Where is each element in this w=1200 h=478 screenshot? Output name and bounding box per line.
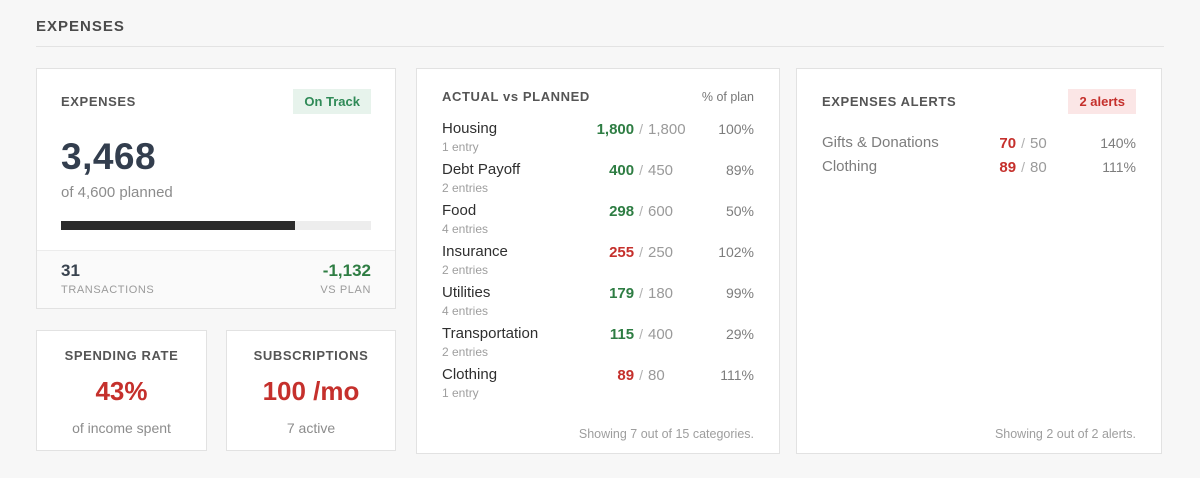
spending-rate-title: SPENDING RATE xyxy=(64,348,179,363)
subscriptions-title: SUBSCRIPTIONS xyxy=(253,348,369,363)
percent-of-plan: 100% xyxy=(718,121,754,137)
transactions-value: 31 xyxy=(61,261,80,280)
actual-value: 400 xyxy=(609,162,635,179)
percent-of-plan: 102% xyxy=(718,244,754,260)
subscriptions-subtitle: 7 active xyxy=(286,420,336,436)
category-name: Debt Payoff xyxy=(442,161,521,178)
actual-value: 255 xyxy=(609,244,635,261)
value-separator: / xyxy=(639,121,643,137)
expenses-planned-subtitle: of 4,600 planned xyxy=(61,184,173,201)
category-list: Housing 1 entry 1,800 / 1,800 100% Debt … xyxy=(442,120,754,407)
category-entries: 2 entries xyxy=(442,345,489,359)
page-header: EXPENSES xyxy=(36,18,1164,47)
spending-rate-value: 43% xyxy=(95,376,148,406)
expenses-alerts-card: EXPENSES ALERTS 2 alerts Gifts & Donatio… xyxy=(796,68,1162,454)
planned-value: 180 xyxy=(648,285,674,302)
spending-rate-subtitle: of income spent xyxy=(72,420,171,436)
value-separator: / xyxy=(639,285,643,301)
expenses-progress-fill xyxy=(61,221,295,230)
transactions-label: TRANSACTIONS xyxy=(61,284,155,296)
value-separator: / xyxy=(639,244,643,260)
actual-value: 89 xyxy=(617,367,635,384)
category-row-food: Food 4 entries 298 / 600 50% xyxy=(442,202,754,236)
percent-of-plan: 29% xyxy=(725,326,754,342)
alerts-count-badge: 2 alerts xyxy=(1068,89,1136,114)
category-entries: 1 entry xyxy=(442,140,479,154)
category-entries: 4 entries xyxy=(442,222,489,236)
vs-plan-value: -1,132 xyxy=(322,261,371,280)
category-name: Food xyxy=(442,202,477,219)
category-name: Clothing xyxy=(442,366,498,383)
category-row-housing: Housing 1 entry 1,800 / 1,800 100% xyxy=(442,120,754,154)
vs-plan-stat: -1,132 VS PLAN xyxy=(320,261,371,296)
planned-value: 400 xyxy=(648,326,674,343)
category-row-utilities: Utilities 4 entries 179 / 180 99% xyxy=(442,284,754,318)
category-entries: 2 entries xyxy=(442,263,489,277)
category-row-transportation: Transportation 2 entries 115 / 400 29% xyxy=(442,325,754,359)
transactions-stat: 31 TRANSACTIONS xyxy=(61,261,154,296)
category-row-insurance: Insurance 2 entries 255 / 250 102% xyxy=(442,243,754,277)
alert-actual-value: 89 xyxy=(999,159,1017,176)
expenses-dashboard: EXPENSES EXPENSES On Track 3,468 of 4,60… xyxy=(36,18,1164,454)
category-row-clothing: Clothing 1 entry 89 / 80 111% xyxy=(442,366,754,400)
expenses-card-title: EXPENSES xyxy=(61,94,136,109)
actual-value: 298 xyxy=(609,203,635,220)
expenses-total-amount: 3,468 xyxy=(61,136,157,177)
value-separator: / xyxy=(639,326,643,342)
spending-rate-card: SPENDING RATE 43% of income spent xyxy=(36,330,207,451)
planned-value: 250 xyxy=(648,244,674,261)
percent-of-plan: 89% xyxy=(725,162,754,178)
alert-row-clothing: Clothing 89 / 80 111% xyxy=(822,158,1136,177)
categories-footer-note: Showing 7 out of 15 categories. xyxy=(578,427,754,441)
alert-row-gifts-donations: Gifts & Donations 70 / 50 140% xyxy=(822,134,1136,153)
expenses-stats-footer: 31 TRANSACTIONS -1,132 VS PLAN xyxy=(37,250,395,308)
category-entries: 4 entries xyxy=(442,304,489,318)
alert-planned-value: 50 xyxy=(1030,135,1047,152)
planned-value: 80 xyxy=(648,367,665,384)
on-track-badge: On Track xyxy=(293,89,371,114)
percent-of-plan: 99% xyxy=(725,285,754,301)
alert-planned-value: 80 xyxy=(1030,159,1047,176)
alert-percent-of-plan: 111% xyxy=(1102,159,1136,175)
value-separator: / xyxy=(639,162,643,178)
actual-vs-planned-title: ACTUAL vs PLANNED xyxy=(442,89,590,104)
alert-actual-value: 70 xyxy=(999,135,1017,152)
alerts-footer-note: Showing 2 out of 2 alerts. xyxy=(994,427,1136,441)
category-name: Transportation xyxy=(442,325,539,342)
value-separator: / xyxy=(639,367,643,383)
expenses-progress-bar xyxy=(61,221,371,230)
category-entries: 1 entry xyxy=(442,386,479,400)
category-name: Utilities xyxy=(442,284,491,301)
alerts-card-title: EXPENSES ALERTS xyxy=(822,94,957,109)
subscriptions-value: 100 /mo xyxy=(262,376,360,406)
alert-category-name: Gifts & Donations xyxy=(822,134,939,151)
planned-value: 600 xyxy=(648,203,674,220)
value-separator: / xyxy=(1021,135,1025,151)
value-separator: / xyxy=(1021,159,1025,175)
expenses-summary-card: EXPENSES On Track 3,468 of 4,600 planned… xyxy=(36,68,396,309)
actual-vs-planned-card: ACTUAL vs PLANNED % of plan Housing 1 en… xyxy=(416,68,780,454)
actual-value: 115 xyxy=(609,326,635,343)
percent-of-plan-column-label: % of plan xyxy=(701,89,754,104)
percent-of-plan: 50% xyxy=(725,203,754,219)
percent-of-plan: 111% xyxy=(720,367,754,383)
actual-value: 1,800 xyxy=(596,121,635,138)
vs-plan-label: VS PLAN xyxy=(320,284,371,296)
alerts-list: Gifts & Donations 70 / 50 140% Clothing xyxy=(822,134,1136,182)
category-entries: 2 entries xyxy=(442,181,489,195)
alert-category-name: Clothing xyxy=(822,158,878,175)
subscriptions-card: SUBSCRIPTIONS 100 /mo 7 active xyxy=(226,330,396,451)
value-separator: / xyxy=(639,203,643,219)
planned-value: 450 xyxy=(648,162,674,179)
page-title: EXPENSES xyxy=(36,18,125,35)
category-name: Insurance xyxy=(442,243,508,260)
alert-percent-of-plan: 140% xyxy=(1100,135,1136,151)
actual-value: 179 xyxy=(609,285,635,302)
planned-value: 1,800 xyxy=(648,121,686,138)
category-row-debt-payoff: Debt Payoff 2 entries 400 / 450 89% xyxy=(442,161,754,195)
category-name: Housing xyxy=(442,120,498,137)
